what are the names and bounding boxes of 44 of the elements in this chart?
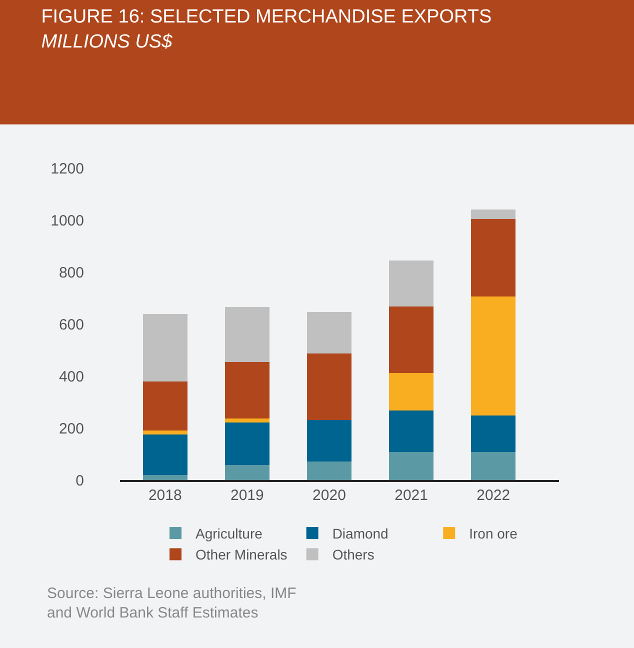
bar	[142, 314, 188, 382]
bar	[471, 296, 516, 416]
bar	[142, 430, 188, 434]
legend-label: Agriculture	[196, 526, 263, 542]
bar	[225, 362, 270, 418]
bar	[142, 434, 188, 475]
bar	[389, 373, 434, 411]
y-tick-label: 400	[58, 368, 84, 386]
bar	[307, 462, 352, 480]
legend-label: Others	[332, 546, 374, 563]
x-tick-label: 2019	[230, 487, 264, 504]
x-tick-label: 2022	[476, 487, 510, 504]
bar	[307, 312, 352, 354]
legend-label: Diamond	[332, 526, 388, 542]
bar	[142, 382, 188, 430]
bar	[389, 410, 434, 452]
legend-label: Other Minerals	[196, 546, 288, 563]
bar	[225, 464, 270, 480]
bar	[471, 415, 516, 452]
bar	[389, 452, 434, 480]
chart-subtitle: MILLIONS US$	[41, 31, 173, 52]
chart-title: FIGURE 16: SELECTED MERCHANDISE EXPORTS	[41, 6, 492, 28]
y-tick-label: 600	[58, 316, 84, 334]
bar	[389, 260, 434, 306]
bar	[225, 418, 270, 422]
bar	[225, 422, 270, 465]
y-tick-label: 200	[58, 420, 84, 438]
bar	[471, 452, 516, 480]
x-tick-label: 2021	[394, 487, 428, 504]
x-tick-label: 2020	[312, 487, 346, 504]
x-tick-label: 2018	[148, 487, 182, 504]
bar	[389, 306, 434, 374]
y-tick-label: 800	[58, 264, 84, 282]
y-tick-label: 1200	[50, 160, 84, 178]
legend-label: Iron ore	[469, 526, 518, 542]
y-tick-label: 1000	[50, 212, 84, 230]
bar	[471, 218, 516, 297]
bar	[225, 306, 270, 362]
y-tick-label: 0	[76, 472, 84, 490]
source-note: Source: Sierra Leone authorities, IMF and World Bank Staff Estimates	[47, 585, 296, 622]
bar	[307, 420, 352, 462]
bar	[142, 474, 188, 480]
bar	[471, 210, 516, 219]
bar	[307, 354, 352, 420]
